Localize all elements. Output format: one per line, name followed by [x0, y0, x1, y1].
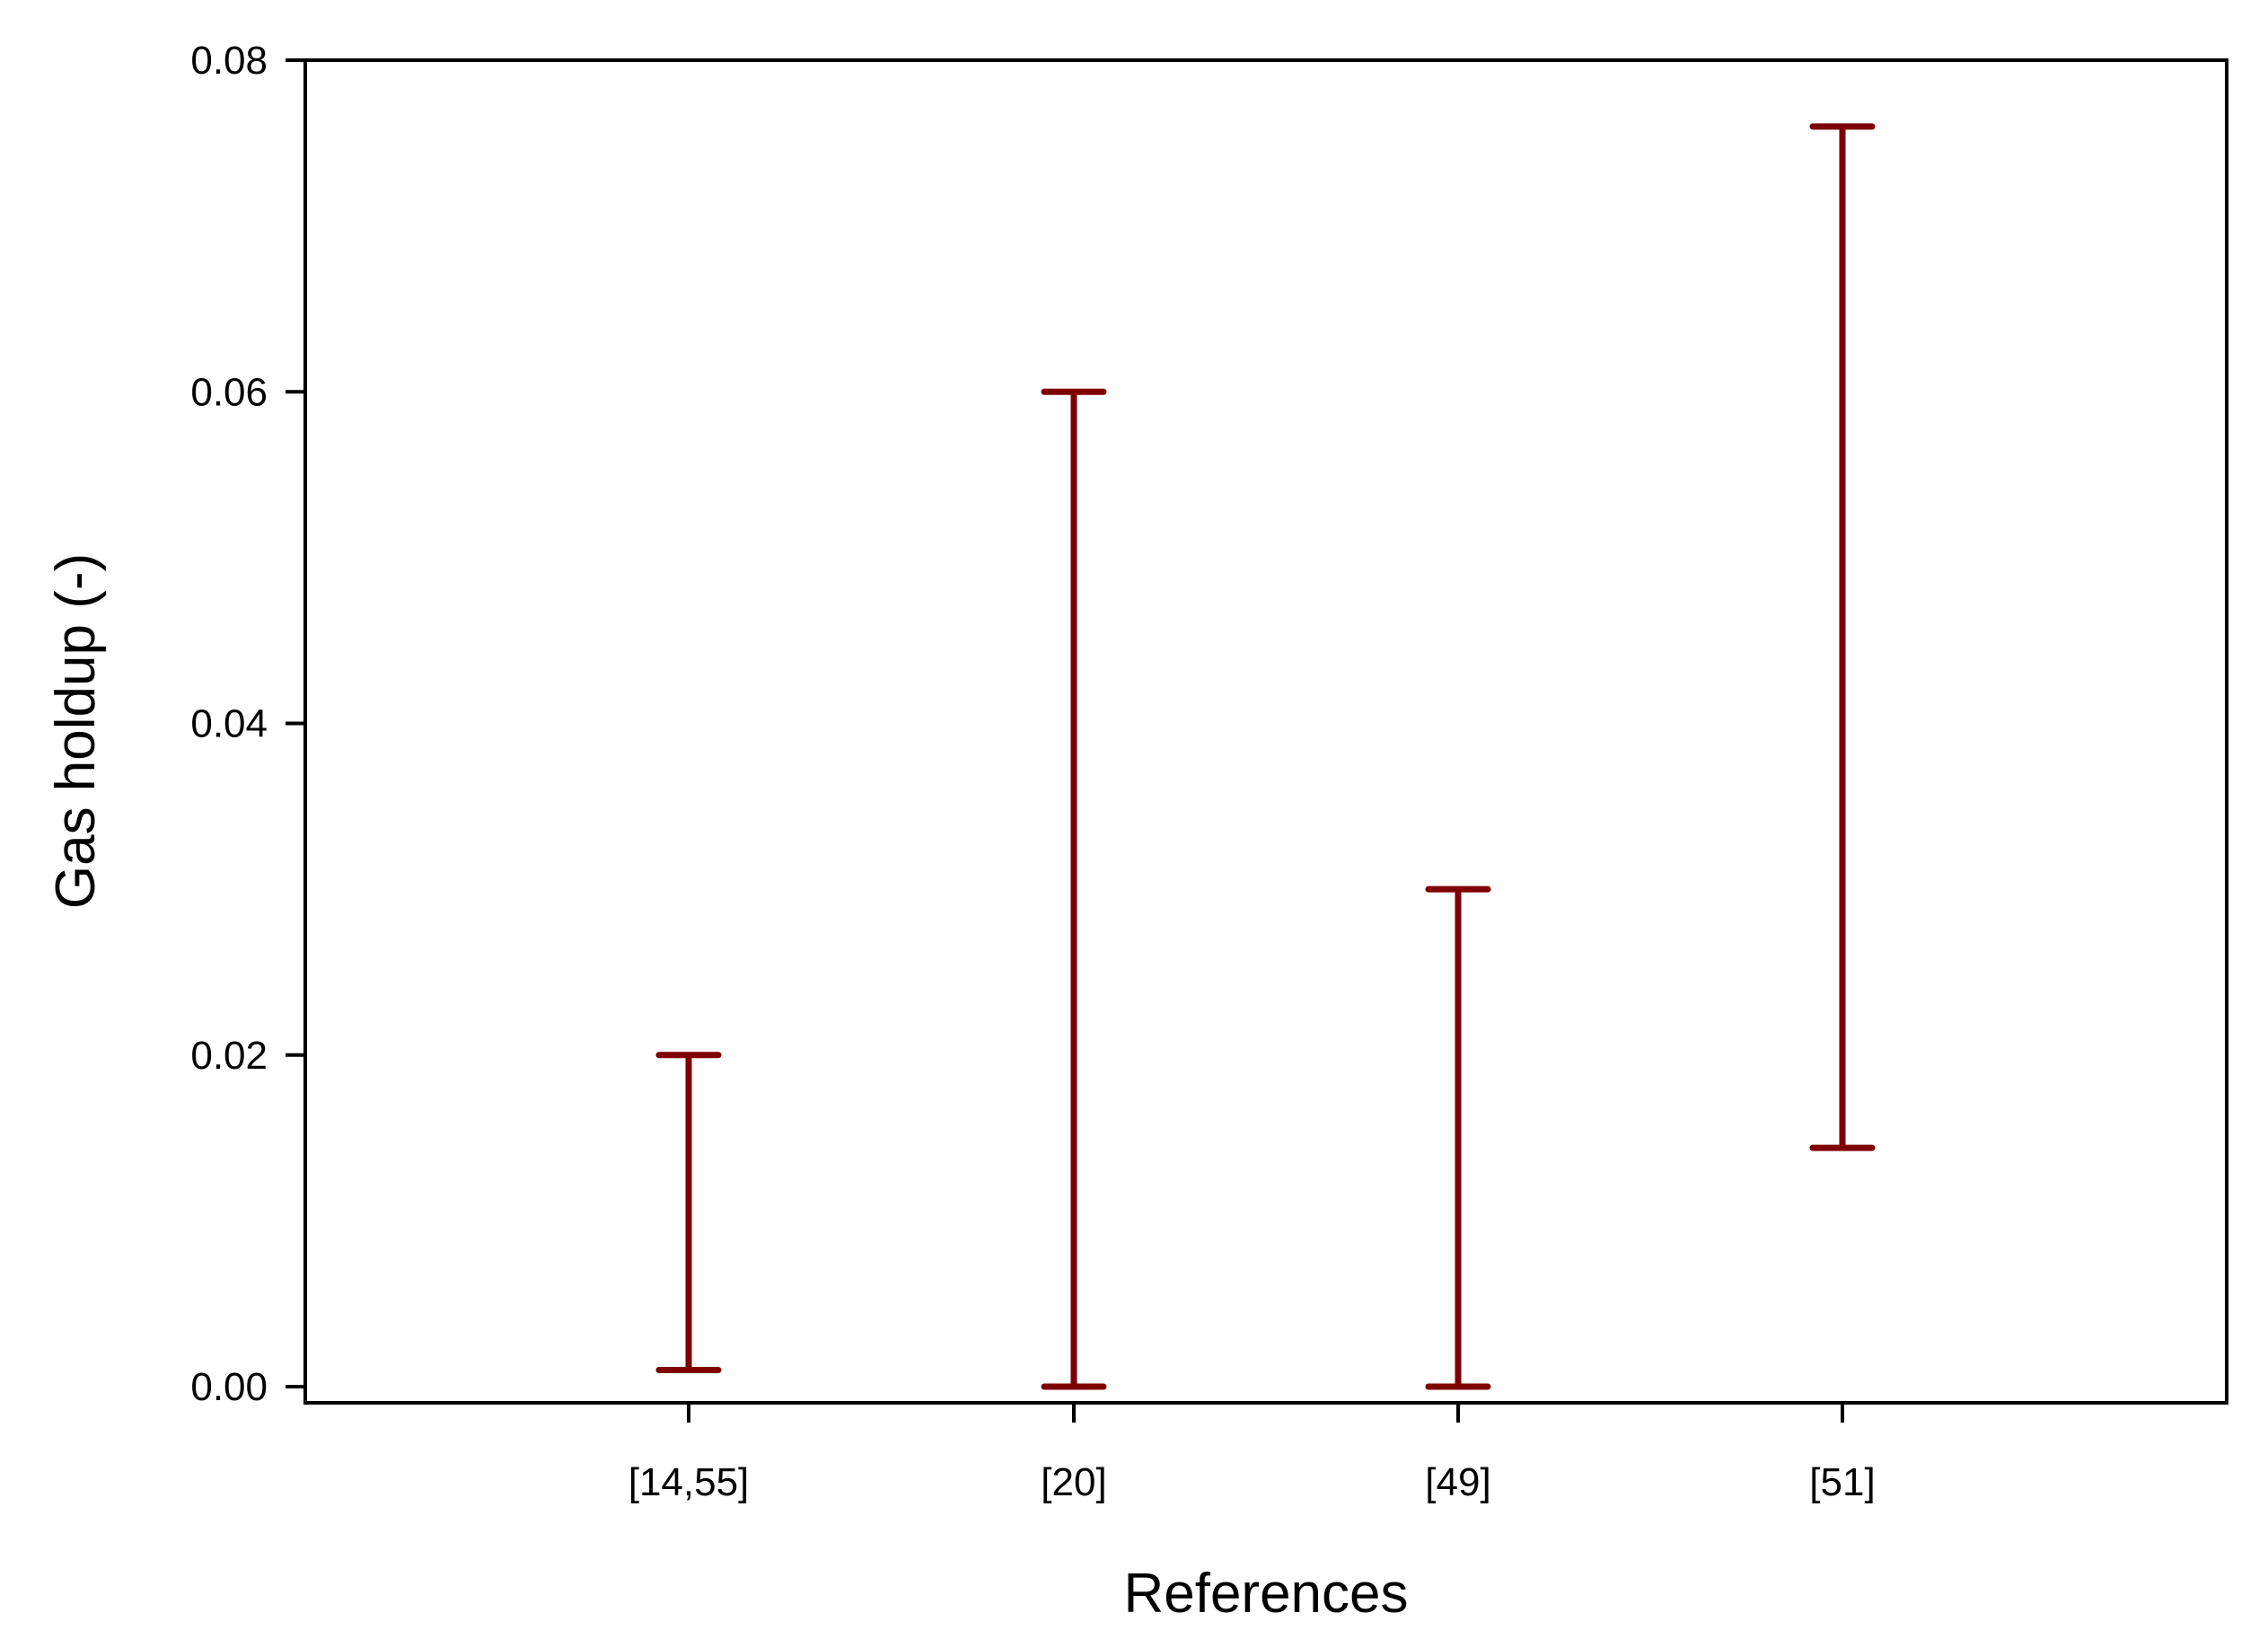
- range-bar: [1425, 886, 1491, 1390]
- y-tick-label: 0.00: [190, 1365, 268, 1409]
- x-tick-label: [51]: [1809, 1460, 1875, 1504]
- range-bar: [1809, 123, 1876, 1151]
- y-tick-label: 0.06: [190, 370, 268, 414]
- range-bar: [1041, 388, 1107, 1390]
- x-axis-title: References: [1123, 1563, 1408, 1625]
- x-axis: [14,55] [20] [49] [51]: [629, 1403, 1876, 1504]
- y-tick-label: 0.04: [190, 702, 268, 746]
- x-tick-label: [49]: [1425, 1460, 1490, 1504]
- y-axis: 0.00 0.02 0.04 0.06 0.08: [190, 39, 305, 1409]
- x-tick-label: [20]: [1041, 1460, 1106, 1504]
- y-tick-label: 0.02: [190, 1034, 268, 1078]
- plot-frame: [303, 58, 2228, 1405]
- y-axis-title: Gas holdup (-): [45, 553, 107, 909]
- range-bar: [655, 1052, 722, 1374]
- range-bars: [655, 123, 1876, 1390]
- x-tick-label: [14,55]: [629, 1460, 750, 1504]
- y-tick-label: 0.08: [190, 39, 268, 83]
